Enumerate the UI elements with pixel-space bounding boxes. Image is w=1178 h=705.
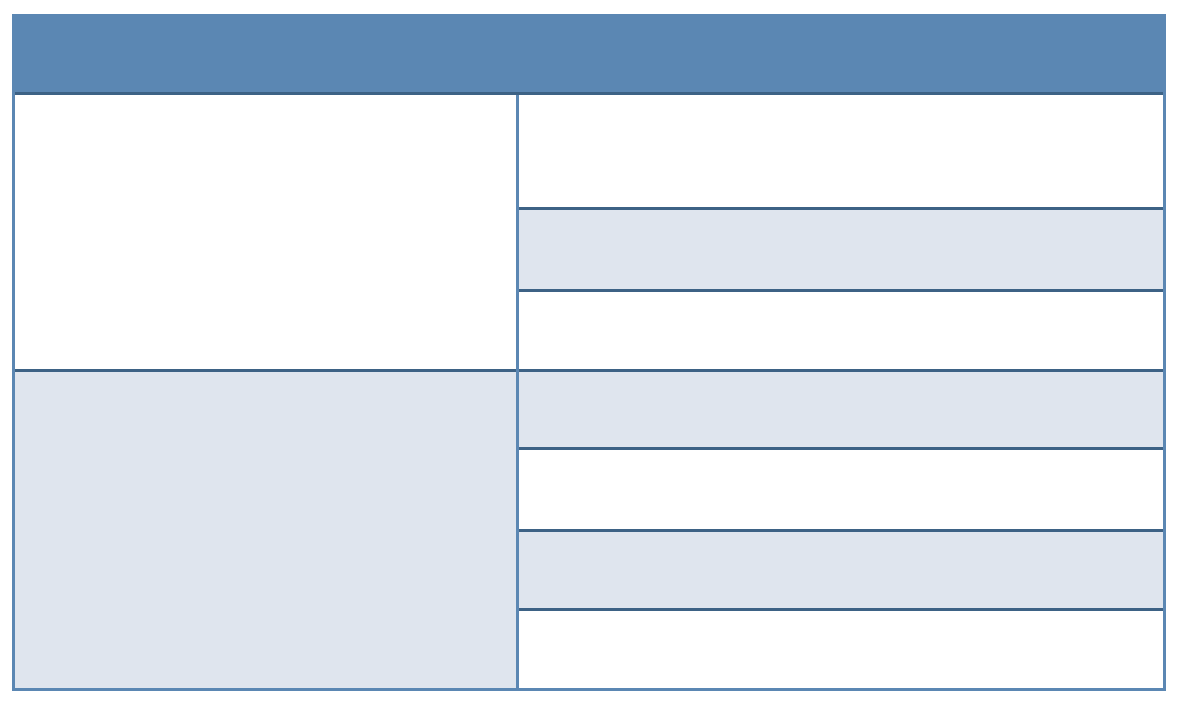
table [12, 14, 1166, 691]
left-cell-top[interactable] [15, 95, 516, 372]
table-header-cell[interactable] [15, 17, 1163, 95]
right-row-3[interactable] [519, 292, 1163, 372]
right-row-4[interactable] [519, 372, 1163, 450]
right-row-1[interactable] [519, 95, 1163, 210]
right-row-5[interactable] [519, 450, 1163, 532]
table-right-column [519, 95, 1163, 688]
table-body [15, 95, 1163, 688]
left-cell-bottom[interactable] [15, 372, 516, 688]
table-left-column [15, 95, 519, 688]
right-row-2[interactable] [519, 210, 1163, 292]
right-row-7[interactable] [519, 611, 1163, 688]
right-row-6[interactable] [519, 532, 1163, 611]
